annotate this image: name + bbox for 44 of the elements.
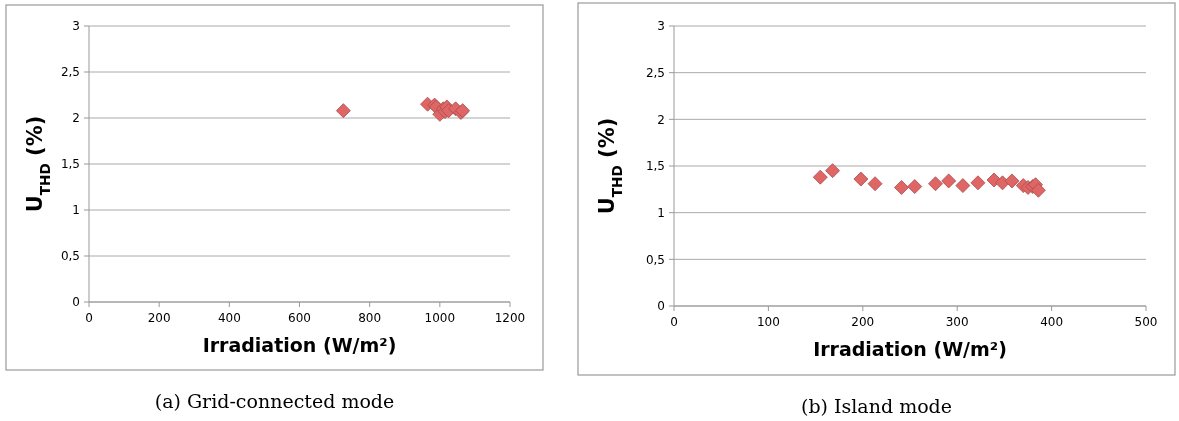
y-tick-label: 3: [657, 19, 665, 34]
point: [812, 169, 828, 185]
y-tick-label: 1,5: [60, 157, 80, 172]
x-axis-title: Irradiation (W/m²): [813, 338, 1007, 360]
y-tick-label: 1: [657, 205, 665, 220]
point: [907, 179, 923, 194]
point: [928, 176, 943, 192]
y-tick-label: 1,5: [645, 159, 665, 174]
x-tick-label: 800: [358, 311, 382, 325]
point: [955, 178, 971, 193]
point: [853, 171, 869, 187]
x-tick-label: 300: [945, 315, 969, 329]
y-tick-label: 0,5: [60, 249, 80, 264]
x-tick-label: 1000: [424, 311, 456, 325]
x-tick-label: 500: [1134, 315, 1158, 329]
text: (b) Island mode: [801, 395, 952, 417]
y-tick-label: 3: [72, 19, 80, 34]
point: [867, 176, 883, 192]
y-tick-label: 0: [72, 295, 80, 310]
point: [1030, 182, 1046, 198]
text: (a) Grid-connected mode: [154, 390, 395, 412]
x-tick-label: 0: [85, 311, 93, 325]
point: [941, 173, 957, 189]
x-tick-label: 600: [288, 311, 311, 325]
x-tick-label: 100: [756, 315, 780, 329]
y-tick-label: 1: [72, 203, 80, 218]
y-tick-label: 2: [657, 112, 665, 127]
point: [335, 103, 351, 119]
x-tick-label: 1200: [494, 311, 526, 325]
point: [894, 180, 909, 195]
x-tick-label: 400: [1040, 315, 1064, 329]
y-tick-label: 2,5: [60, 65, 80, 80]
point: [970, 175, 986, 191]
x-tick-label: 200: [147, 311, 171, 325]
y-tick-label: 0,5: [645, 252, 665, 267]
y-tick-label: 2,5: [645, 65, 665, 80]
point: [1004, 173, 1020, 189]
x-tick-label: 0: [670, 315, 678, 329]
x-axis-title: Irradiation (W/m²): [202, 334, 397, 356]
x-tick-label: 200: [851, 315, 875, 329]
y-tick-label: 2: [72, 111, 80, 126]
y-tick-label: 0: [657, 299, 665, 314]
point: [825, 163, 840, 179]
x-tick-label: 400: [217, 311, 241, 325]
